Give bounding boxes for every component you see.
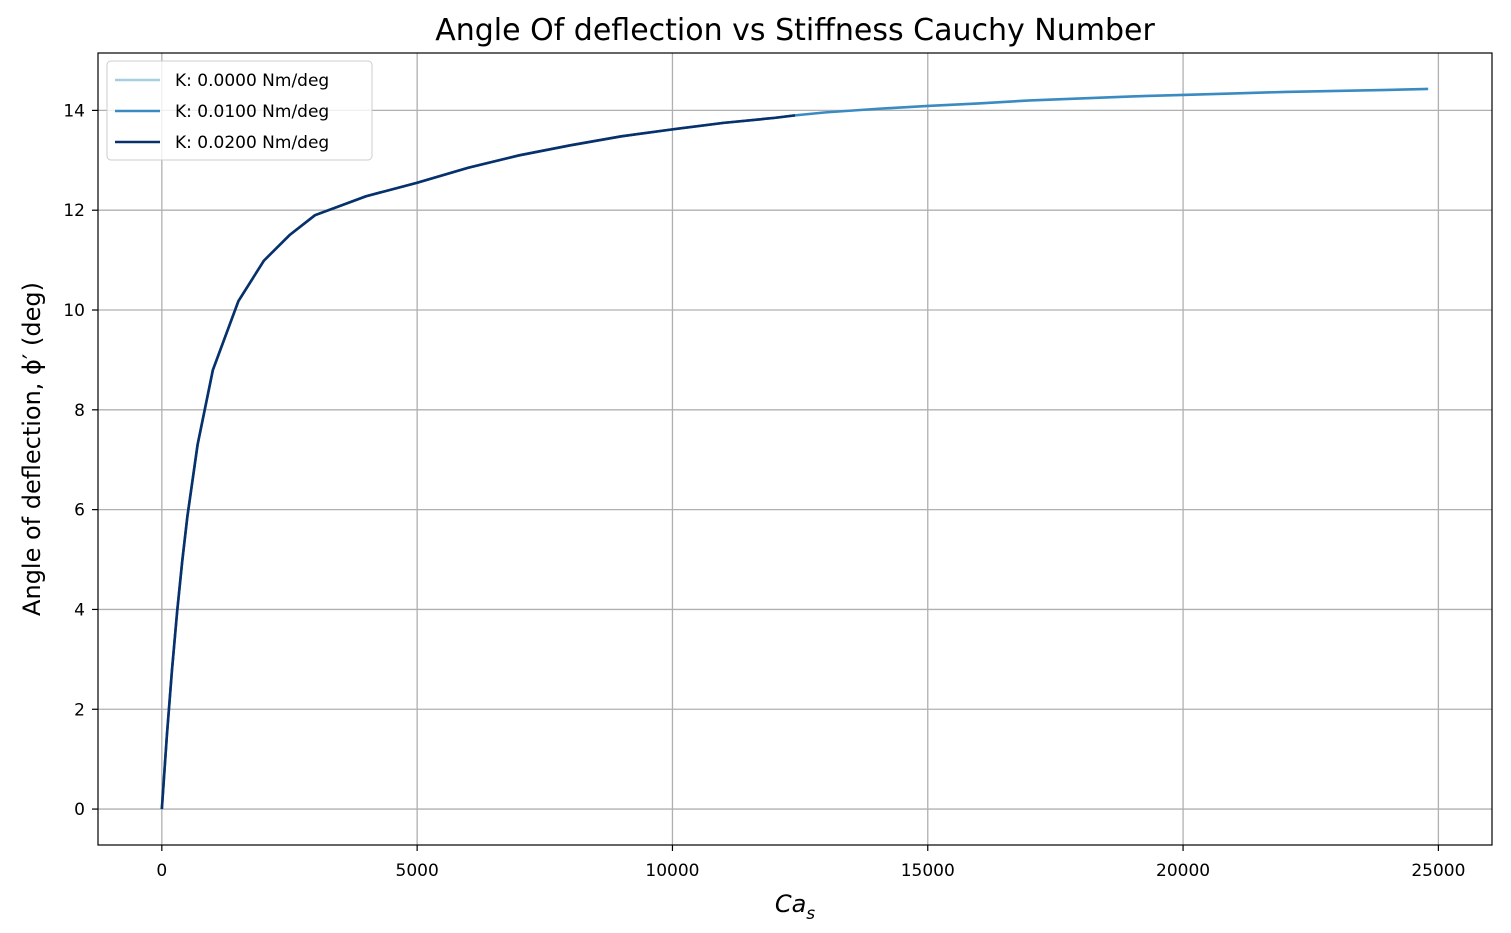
y-tick-label: 8 (74, 401, 85, 421)
axis-ticks: 0 5000 10000 15000 20000 25000 0 2 4 6 8 10 12 14 (63, 101, 1465, 881)
grid (98, 53, 1492, 845)
y-tick-label: 10 (63, 301, 85, 321)
legend-entries: K: 0.0000 Nm/deg K: 0.0100 Nm/deg K: 0.020… (115, 71, 329, 153)
legend-label-1: K: 0.0100 Nm/deg (175, 102, 329, 122)
x-tick-label: 10000 (645, 861, 699, 881)
y-tick-label: 6 (74, 501, 85, 521)
y-tick-label: 4 (74, 600, 85, 620)
y-axis-label: Angle of deflection, ϕ′ (deg) (18, 282, 46, 616)
legend-label-2: K: 0.0200 Nm/deg (175, 133, 329, 153)
x-tick-label: 20000 (1156, 861, 1210, 881)
x-tick-label: 25000 (1411, 861, 1465, 881)
x-tick-label: 5000 (396, 861, 439, 881)
x-tick-label: 0 (156, 861, 167, 881)
legend-box (106, 60, 373, 161)
series-line-2 (160, 114, 796, 810)
y-tick-label: 0 (74, 800, 85, 820)
chart-title: Angle Of deflection vs Stiffness Cauchy … (435, 13, 1155, 48)
y-tick-label: 12 (63, 201, 85, 221)
x-axis-label-subscript: s (806, 904, 815, 924)
plot-frame (97, 52, 1493, 846)
y-tick-label: 14 (63, 101, 85, 121)
y-tick-label: 2 (74, 700, 85, 720)
legend-label-0: K: 0.0000 Nm/deg (175, 71, 329, 91)
x-axis-label-main: Ca (775, 890, 806, 918)
x-axis-label: Cas (775, 890, 815, 924)
x-tick-label: 15000 (901, 861, 955, 881)
series-layer (160, 87, 1429, 810)
legend: K: 0.0000 Nm/deg K: 0.0100 Nm/deg K: 0.020… (106, 60, 373, 161)
